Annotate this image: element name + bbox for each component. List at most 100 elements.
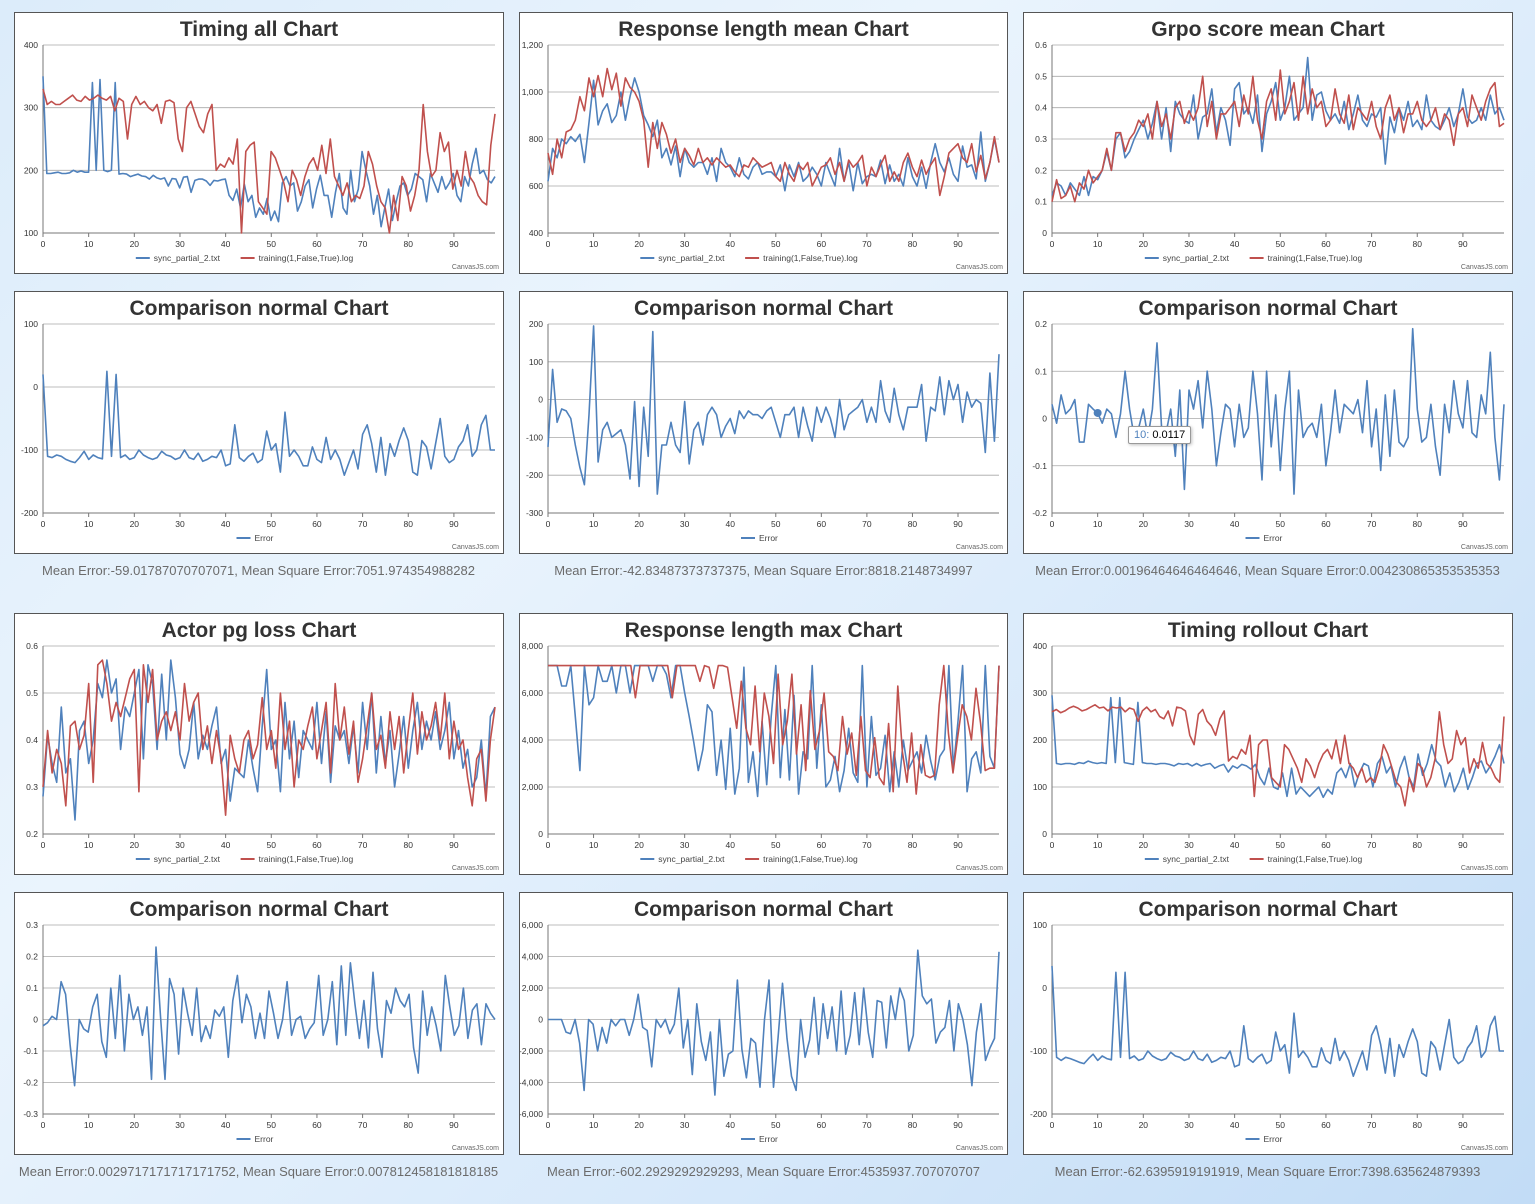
series-line-1 — [42, 946, 496, 1087]
tooltip-key: 10: — [1134, 429, 1150, 441]
x-tick-label: 70 — [358, 1120, 368, 1130]
x-tick-label: 60 — [817, 239, 827, 249]
x-tick-label: 20 — [1139, 239, 1149, 249]
x-tick-label: 50 — [771, 1120, 781, 1130]
chart-svg: Comparison normal Chart -0.2 -0.1 0 0.1 0.2 0 1… — [1032, 297, 1508, 551]
y-tick-label: -0.3 — [23, 1109, 38, 1119]
x-tick-label: 10 — [589, 239, 599, 249]
y-tick-label: 8,000 — [522, 641, 544, 651]
x-tick-label: 20 — [130, 840, 140, 850]
x-tick-label: 80 — [404, 840, 414, 850]
x-tick-label: 70 — [1367, 519, 1377, 529]
x-tick-label: 50 — [1276, 1120, 1286, 1130]
series-line-1 — [1051, 695, 1505, 799]
x-tick-label: 30 — [175, 840, 185, 850]
x-tick-label: 30 — [175, 1120, 185, 1130]
x-tick-label: 80 — [404, 519, 414, 529]
x-tick-label: 30 — [1184, 239, 1194, 249]
series-line-1 — [42, 370, 495, 476]
y-tick-label: 4,000 — [522, 735, 544, 745]
y-tick-label: 0.3 — [1035, 134, 1047, 144]
legend-label: sync_partial_2.txt — [154, 253, 221, 263]
x-tick-label: 40 — [725, 1120, 735, 1130]
y-tick-label: 400 — [529, 228, 543, 238]
x-tick-label: 80 — [1413, 239, 1423, 249]
x-tick-label: 90 — [1458, 1120, 1468, 1130]
x-tick-label: 40 — [725, 519, 735, 529]
canvasjs-credit: CanvasJS.com — [452, 264, 499, 271]
y-tick-label: 0 — [538, 829, 543, 839]
x-tick-label: 50 — [771, 840, 781, 850]
x-tick-label: 70 — [358, 239, 368, 249]
x-tick-label: 40 — [725, 239, 735, 249]
canvasjs-credit: CanvasJS.com — [452, 544, 499, 551]
x-tick-label: 20 — [634, 840, 644, 850]
y-tick-label: 0.4 — [26, 735, 38, 745]
y-tick-label: 0.2 — [26, 952, 38, 962]
legend-label: Error — [1264, 1134, 1283, 1144]
x-tick-label: 90 — [953, 840, 963, 850]
x-tick-label: 20 — [634, 239, 644, 249]
y-tick-label: 0.5 — [26, 688, 38, 698]
x-tick-label: 30 — [680, 840, 690, 850]
x-tick-label: 80 — [908, 840, 918, 850]
x-tick-label: 0 — [1050, 1120, 1055, 1130]
x-tick-label: 60 — [1321, 840, 1331, 850]
series-line-1 — [1051, 327, 1505, 495]
chart-svg: Response length max Chart 0 2,000 4,000 6,00… — [522, 619, 1003, 872]
x-tick-label: 60 — [817, 1120, 827, 1130]
caption-row2-right: Mean Error:-62.6395919191919, Mean Squar… — [1054, 1164, 1481, 1179]
chart-svg: Comparison normal Chart -200 -100 0 100 0 10 20… — [21, 297, 499, 551]
caption-row2-left: Mean Error:0.0029717171717171752, Mean S… — [18, 1164, 499, 1179]
series-line-2 — [1051, 704, 1505, 807]
x-tick-label: 10 — [84, 840, 94, 850]
legend-label: training(1,False,True).log — [763, 854, 858, 864]
x-tick-label: 70 — [862, 1120, 872, 1130]
caption-row1-left: Mean Error:-59.01787070707071, Mean Squa… — [42, 563, 475, 578]
y-tick-label: 0 — [1042, 228, 1047, 238]
x-tick-label: 50 — [267, 239, 277, 249]
chart-panel-10: Comparison normal Chart -0.3 -0.2 -0.1 0 0.1 0… — [14, 892, 504, 1155]
x-tick-label: 50 — [1276, 519, 1286, 529]
x-tick-label: 0 — [41, 840, 46, 850]
chart-svg: Comparison normal Chart -6,000 -4,000 -2,00… — [520, 898, 1003, 1152]
y-tick-label: 400 — [24, 40, 38, 50]
y-tick-label: 300 — [1033, 688, 1047, 698]
y-tick-label: 0 — [33, 382, 38, 392]
chart-panel-3: Grpo score mean Chart 0 0.1 0.2 0.3 0.4 0.5 0.6… — [1023, 12, 1513, 274]
chart-svg: Response length mean Chart4006008001,000… — [522, 18, 1003, 271]
y-tick-label: 2,000 — [522, 983, 544, 993]
chart-panel-1: Timing all Chart 100 200 300 400 0 10 20 30 40 50 6… — [14, 12, 504, 274]
x-tick-label: 70 — [862, 519, 872, 529]
x-tick-label: 0 — [41, 1120, 46, 1130]
tooltip-value: 0.0117 — [1152, 429, 1186, 441]
chart-title: Response length mean Chart — [618, 18, 909, 41]
x-tick-label: 70 — [1367, 239, 1377, 249]
y-tick-label: 0.1 — [26, 983, 38, 993]
x-tick-label: 90 — [449, 840, 459, 850]
y-tick-label: 6,000 — [522, 688, 544, 698]
x-tick-label: 40 — [1230, 1120, 1240, 1130]
legend-label: sync_partial_2.txt — [1163, 854, 1230, 864]
legend-label: sync_partial_2.txt — [1163, 253, 1230, 263]
chart-svg: Actor pg loss Chart 0.2 0.3 0.4 0.5 0.6 0 10 20 3… — [26, 619, 499, 872]
chart-title: Response length max Chart — [625, 619, 903, 642]
x-tick-label: 70 — [862, 840, 872, 850]
canvasjs-credit: CanvasJS.com — [452, 865, 499, 872]
legend-label: training(1,False,True).log — [259, 253, 354, 263]
series-line-1 — [1051, 56, 1505, 197]
x-tick-label: 0 — [546, 519, 551, 529]
x-tick-label: 90 — [953, 239, 963, 249]
x-tick-label: 90 — [1458, 840, 1468, 850]
canvasjs-credit: CanvasJS.com — [956, 264, 1003, 271]
canvasjs-credit: CanvasJS.com — [1461, 865, 1508, 872]
x-tick-label: 80 — [1413, 840, 1423, 850]
x-tick-label: 70 — [358, 519, 368, 529]
series-line-2 — [1051, 69, 1505, 203]
y-tick-label: 800 — [529, 134, 543, 144]
x-tick-label: 0 — [41, 239, 46, 249]
legend-label: training(1,False,True).log — [1268, 854, 1363, 864]
x-tick-label: 0 — [546, 239, 551, 249]
x-tick-label: 10 — [84, 1120, 94, 1130]
chart-tooltip: 10: 0.0117 — [1128, 426, 1192, 444]
